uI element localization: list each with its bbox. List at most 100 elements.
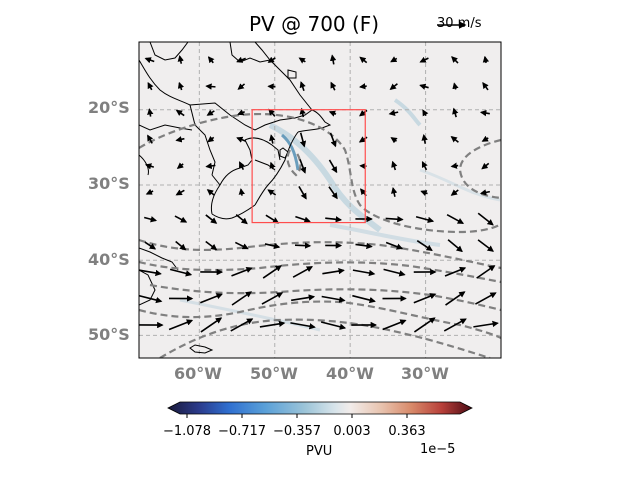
wind-vector	[147, 134, 154, 144]
wind-vector	[169, 268, 193, 277]
wind-vector	[298, 57, 306, 64]
wind-vector	[261, 292, 284, 305]
map-title: PV @ 700 (F)	[249, 12, 379, 36]
wind-vector	[385, 216, 404, 223]
wind-vector	[450, 189, 459, 196]
wind-vector	[383, 268, 406, 277]
wind-vector	[475, 292, 497, 305]
wind-vector	[382, 319, 407, 331]
gridlines	[139, 42, 501, 358]
wind-vector	[292, 266, 314, 278]
wind-vector	[451, 56, 459, 64]
wind-vector	[359, 83, 367, 90]
wind-vector	[264, 242, 281, 250]
wind-vector	[482, 81, 489, 91]
wind-vector	[177, 81, 185, 91]
wind-vector	[231, 266, 253, 277]
wind-vector	[450, 162, 459, 169]
wind-vector	[299, 81, 306, 91]
wind-vector	[330, 81, 337, 91]
wind-vector	[452, 82, 459, 90]
wind-vector	[450, 136, 459, 143]
wind-vector	[325, 216, 343, 223]
coastlines	[139, 42, 332, 354]
wind-vector	[445, 291, 466, 306]
wind-vector	[205, 214, 218, 224]
wind-vector	[267, 189, 277, 196]
wind-vector	[481, 162, 490, 170]
wind-vector	[205, 240, 218, 251]
wind-vector	[205, 83, 216, 90]
wind-vector	[206, 189, 215, 196]
wind-vector	[230, 318, 254, 332]
wind-vector	[175, 136, 185, 143]
wind-vector	[388, 109, 399, 116]
analysis-box	[251, 109, 366, 224]
wind-vector	[328, 159, 338, 174]
colorbar-ticks	[186, 414, 408, 418]
wind-vector	[444, 266, 467, 277]
wind-vector	[413, 293, 437, 304]
wind-vector	[147, 108, 154, 117]
pv-core-streak	[280, 133, 300, 171]
wind-vector	[144, 57, 155, 64]
lon-label-40w: 40°W	[326, 364, 374, 383]
wind-vector	[147, 81, 154, 91]
wind-vector	[391, 160, 398, 171]
wind-vector	[390, 137, 398, 144]
wind-vector	[355, 242, 373, 250]
wind-vector	[231, 291, 253, 306]
wind-vector	[262, 265, 282, 279]
wind-vector	[145, 188, 154, 195]
wind-vector	[267, 56, 276, 63]
wind-vector	[139, 294, 163, 304]
wind-vector	[291, 294, 316, 302]
map-frame	[138, 41, 502, 359]
wind-vector	[294, 242, 312, 249]
wind-vector	[207, 56, 215, 64]
wind-vector	[235, 214, 248, 225]
wind-vector	[174, 215, 188, 223]
wind-vector	[421, 134, 428, 144]
wind-vector	[205, 162, 216, 170]
wind-vector	[391, 186, 398, 197]
lat-label-20s: 20°S	[88, 98, 130, 117]
wind-vector	[269, 161, 276, 170]
cbar-tick-4: 0.363	[388, 424, 426, 439]
wind-vector	[175, 189, 185, 196]
colorbar	[167, 401, 473, 415]
wind-vector	[168, 319, 194, 331]
wind-vector	[295, 215, 311, 223]
wind-vector	[144, 163, 155, 170]
cbar-tick-1: −0.717	[217, 424, 267, 439]
wind-vector	[419, 83, 429, 90]
wind-vector	[352, 269, 376, 277]
wind-vector	[238, 161, 245, 171]
wind-vector	[269, 134, 276, 144]
wind-vector	[420, 190, 428, 197]
wind-vector	[390, 56, 398, 63]
wind-vector	[207, 135, 215, 143]
wind-vector	[200, 293, 223, 304]
map-background	[139, 42, 501, 358]
wind-vector	[298, 186, 307, 200]
wind-vector	[259, 320, 286, 328]
lat-label-40s: 40°S	[88, 250, 130, 269]
wind-vector	[415, 216, 435, 224]
wind-vector	[421, 160, 428, 171]
lat-label-30s: 30°S	[88, 174, 130, 193]
cbar-tick-0: −1.078	[162, 424, 212, 439]
wind-vector	[321, 295, 346, 303]
wind-vector	[359, 56, 368, 64]
wind-vector	[299, 159, 307, 174]
wind-vector	[446, 214, 465, 224]
wind-vector	[322, 267, 345, 275]
lon-label-60w: 60°W	[174, 364, 222, 383]
wind-vector	[447, 239, 463, 253]
wind-vector	[413, 317, 436, 333]
wind-vector	[329, 132, 337, 148]
wind-vector	[443, 318, 467, 332]
wind-vector	[238, 188, 245, 196]
wind-vector	[175, 109, 185, 117]
